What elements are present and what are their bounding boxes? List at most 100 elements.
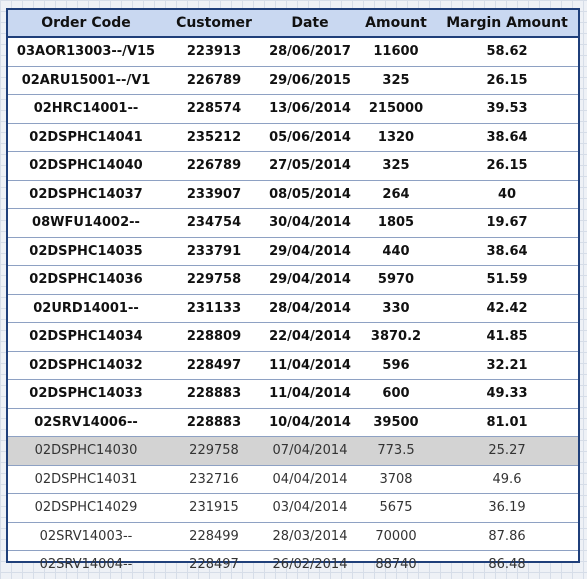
- customer-cell[interactable]: 228883: [164, 408, 264, 437]
- amount-cell[interactable]: 3708: [356, 465, 436, 494]
- date-cell[interactable]: 29/06/2015: [264, 66, 356, 95]
- customer-cell[interactable]: 228574: [164, 94, 264, 124]
- table-row[interactable]: 02DSPHC14029 231915 03/04/2014 5675 36.19: [8, 493, 578, 523]
- table-row[interactable]: 02DSPHC14031 232716 04/04/2014 3708 49.6: [8, 465, 578, 494]
- amount-cell[interactable]: 5970: [356, 265, 436, 295]
- margin-amount-cell[interactable]: 36.19: [436, 493, 578, 523]
- amount-cell[interactable]: 3870.2: [356, 322, 436, 352]
- column-header-customer[interactable]: Customer: [164, 10, 264, 38]
- order-code-cell[interactable]: 03AOR13003--/V15: [8, 37, 164, 67]
- date-cell[interactable]: 22/04/2014: [264, 322, 356, 352]
- customer-cell[interactable]: 231133: [164, 294, 264, 323]
- date-cell[interactable]: 28/03/2014: [264, 522, 356, 551]
- amount-cell[interactable]: 5675: [356, 493, 436, 523]
- order-code-cell[interactable]: 02DSPHC14033: [8, 379, 164, 409]
- table-row[interactable]: 02DSPHC14036 229758 29/04/2014 5970 51.59: [8, 265, 578, 295]
- customer-cell[interactable]: 228883: [164, 379, 264, 409]
- table-row[interactable]: 02DSPHC14032 228497 11/04/2014 596 32.21: [8, 351, 578, 380]
- order-code-cell[interactable]: 08WFU14002--: [8, 208, 164, 238]
- table-row[interactable]: 02DSPHC14040 226789 27/05/2014 325 26.15: [8, 151, 578, 181]
- date-cell[interactable]: 26/02/2014: [272, 557, 348, 573]
- date-cell[interactable]: 29/04/2014: [264, 265, 356, 295]
- table-row[interactable]: 02SRV14003-- 228499 28/03/2014 70000 87.86: [8, 522, 578, 551]
- order-code-cell[interactable]: 02ARU15001--/V1: [8, 66, 164, 95]
- customer-cell[interactable]: 233791: [164, 237, 264, 266]
- date-cell[interactable]: 27/05/2014: [264, 151, 356, 181]
- margin-amount-cell[interactable]: 38.64: [436, 123, 578, 152]
- column-header-order-code[interactable]: Order Code: [8, 10, 164, 38]
- amount-cell[interactable]: 1805: [356, 208, 436, 238]
- customer-cell[interactable]: 226789: [164, 151, 264, 181]
- customer-cell[interactable]: 233907: [164, 180, 264, 209]
- order-code-cell[interactable]: 02DSPHC14032: [8, 351, 164, 380]
- margin-amount-cell[interactable]: 26.15: [436, 66, 578, 95]
- order-code-cell[interactable]: 02DSPHC14040: [8, 151, 164, 181]
- customer-cell[interactable]: 228497: [189, 557, 239, 573]
- column-header-date[interactable]: Date: [264, 10, 356, 38]
- amount-cell[interactable]: 88740: [375, 557, 417, 573]
- table-row[interactable]: 02DSPHC14034 228809 22/04/2014 3870.2 41.85: [8, 322, 578, 352]
- amount-cell[interactable]: 70000: [356, 522, 436, 551]
- order-code-cell[interactable]: 02HRC14001--: [8, 94, 164, 124]
- margin-amount-cell[interactable]: 32.21: [436, 351, 578, 380]
- customer-cell[interactable]: 229758: [164, 436, 264, 466]
- column-header-margin-amount[interactable]: Margin Amount: [436, 10, 578, 38]
- margin-amount-cell[interactable]: 87.86: [436, 522, 578, 551]
- amount-cell[interactable]: 215000: [356, 94, 436, 124]
- order-code-cell[interactable]: 02DSPHC14034: [8, 322, 164, 352]
- order-code-cell[interactable]: 02SRV14004--: [39, 557, 133, 573]
- margin-amount-cell[interactable]: 39.53: [436, 94, 578, 124]
- margin-amount-cell[interactable]: 40: [436, 180, 578, 209]
- date-cell[interactable]: 29/04/2014: [264, 237, 356, 266]
- margin-amount-cell[interactable]: 19.67: [436, 208, 578, 238]
- customer-cell[interactable]: 232716: [164, 465, 264, 494]
- amount-cell[interactable]: 325: [356, 151, 436, 181]
- amount-cell[interactable]: 39500: [356, 408, 436, 437]
- margin-amount-cell[interactable]: 86.48: [488, 557, 526, 573]
- table-row[interactable]: 02DSPHC14037 233907 08/05/2014 264 40: [8, 180, 578, 209]
- margin-amount-cell[interactable]: 38.64: [436, 237, 578, 266]
- order-code-cell[interactable]: 02DSPHC14041: [8, 123, 164, 152]
- margin-amount-cell[interactable]: 25.27: [436, 436, 578, 466]
- order-code-cell[interactable]: 02URD14001--: [8, 294, 164, 323]
- order-code-cell[interactable]: 02DSPHC14030: [8, 436, 164, 466]
- amount-cell[interactable]: 1320: [356, 123, 436, 152]
- date-cell[interactable]: 30/04/2014: [264, 208, 356, 238]
- date-cell[interactable]: 04/04/2014: [264, 465, 356, 494]
- table-row[interactable]: 02URD14001-- 231133 28/04/2014 330 42.42: [8, 294, 578, 323]
- customer-cell[interactable]: 229758: [164, 265, 264, 295]
- date-cell[interactable]: 08/05/2014: [264, 180, 356, 209]
- margin-amount-cell[interactable]: 81.01: [436, 408, 578, 437]
- order-code-cell[interactable]: 02DSPHC14035: [8, 237, 164, 266]
- date-cell[interactable]: 13/06/2014: [264, 94, 356, 124]
- table-row[interactable]: 08WFU14002-- 234754 30/04/2014 1805 19.67: [8, 208, 578, 238]
- amount-cell[interactable]: 600: [356, 379, 436, 409]
- order-code-cell[interactable]: 02DSPHC14037: [8, 180, 164, 209]
- date-cell[interactable]: 03/04/2014: [264, 493, 356, 523]
- amount-cell[interactable]: 440: [356, 237, 436, 266]
- table-row[interactable]: 02HRC14001-- 228574 13/06/2014 215000 39.53: [8, 94, 578, 124]
- margin-amount-cell[interactable]: 42.42: [436, 294, 578, 323]
- column-header-amount[interactable]: Amount: [356, 10, 436, 38]
- date-cell[interactable]: 28/04/2014: [264, 294, 356, 323]
- margin-amount-cell[interactable]: 49.6: [436, 465, 578, 494]
- order-code-cell[interactable]: 02DSPHC14036: [8, 265, 164, 295]
- order-code-cell[interactable]: 02DSPHC14029: [8, 493, 164, 523]
- customer-cell[interactable]: 234754: [164, 208, 264, 238]
- amount-cell[interactable]: 325: [356, 66, 436, 95]
- date-cell[interactable]: 10/04/2014: [264, 408, 356, 437]
- table-row[interactable]: 03AOR13003--/V15 223913 28/06/2017 11600 58.…: [8, 37, 578, 67]
- amount-cell[interactable]: 11600: [356, 37, 436, 67]
- table-row[interactable]: 02ARU15001--/V1 226789 29/06/2015 325 26.15: [8, 66, 578, 95]
- table-row[interactable]: 02DSPHC14041 235212 05/06/2014 1320 38.64: [8, 123, 578, 152]
- date-cell[interactable]: 07/04/2014: [264, 436, 356, 466]
- customer-cell[interactable]: 223913: [164, 37, 264, 67]
- margin-amount-cell[interactable]: 41.85: [436, 322, 578, 352]
- date-cell[interactable]: 11/04/2014: [264, 351, 356, 380]
- order-code-cell[interactable]: 02SRV14006--: [8, 408, 164, 437]
- date-cell[interactable]: 28/06/2017: [264, 37, 356, 67]
- amount-cell[interactable]: 330: [356, 294, 436, 323]
- table-row[interactable]: 02DSPHC14033 228883 11/04/2014 600 49.33: [8, 379, 578, 409]
- margin-amount-cell[interactable]: 49.33: [436, 379, 578, 409]
- order-code-cell[interactable]: 02SRV14003--: [8, 522, 164, 551]
